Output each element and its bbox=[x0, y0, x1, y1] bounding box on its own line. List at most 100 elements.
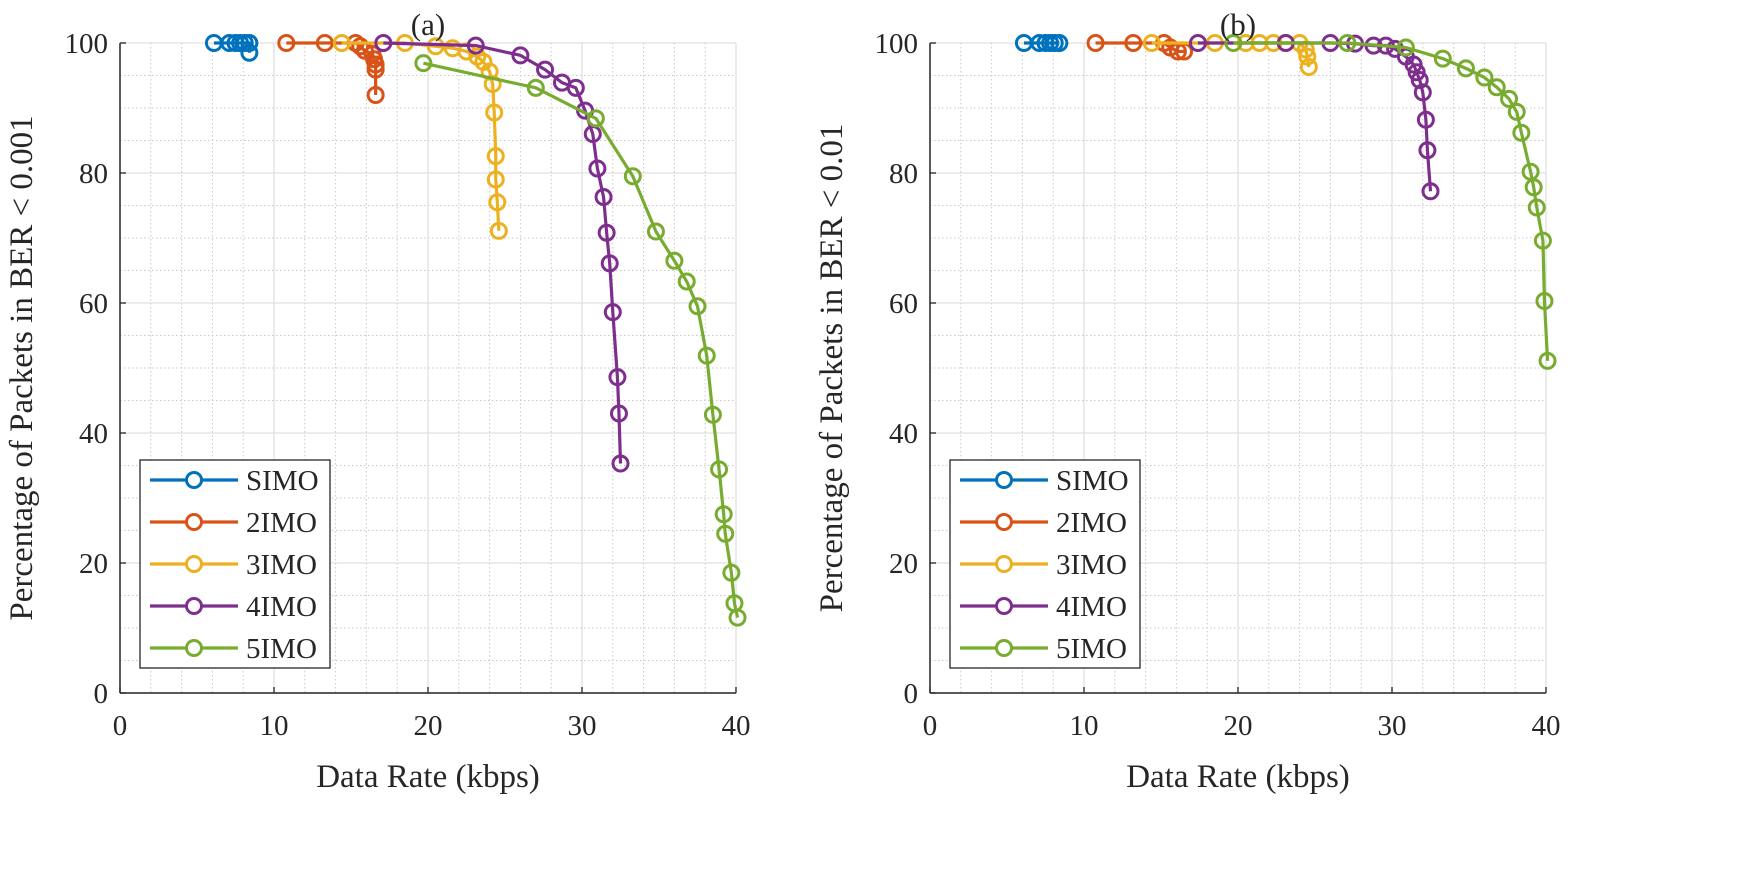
legend-label: 5IMO bbox=[246, 633, 317, 665]
data-point bbox=[511, 46, 530, 65]
x-axis-label: Data Rate (kbps) bbox=[1126, 759, 1350, 795]
data-point bbox=[1533, 231, 1552, 250]
x-tick-label: 0 bbox=[923, 710, 938, 742]
x-tick-label: 30 bbox=[568, 710, 597, 742]
data-point bbox=[277, 34, 296, 52]
legend-label: SIMO bbox=[1056, 465, 1129, 497]
legend-item: 2IMO bbox=[960, 507, 1127, 539]
legend-marker bbox=[995, 597, 1013, 615]
legend-label: SIMO bbox=[246, 465, 319, 497]
x-tick-label: 30 bbox=[1378, 710, 1407, 742]
data-point bbox=[1512, 123, 1531, 142]
legend-item: SIMO bbox=[960, 465, 1129, 497]
data-point bbox=[536, 60, 555, 79]
series-5IMO bbox=[414, 54, 747, 627]
y-tick-label: 20 bbox=[889, 548, 918, 580]
x-tick-label: 20 bbox=[414, 710, 443, 742]
data-point bbox=[566, 78, 585, 97]
data-point bbox=[1224, 34, 1243, 52]
data-point bbox=[1142, 34, 1161, 52]
legend: SIMO 2IMO 3IMO 4IMO 5IMO bbox=[949, 459, 1141, 669]
plot-a: 0 10 20 30 40 0 20 40 60 80 100 (a) Data Rate (kbps)… bbox=[4, 7, 751, 795]
data-point bbox=[646, 222, 665, 241]
data-point bbox=[586, 109, 605, 128]
series-line bbox=[341, 41, 501, 231]
x-axis-label: Data Rate (kbps) bbox=[316, 759, 540, 795]
data-point bbox=[1433, 49, 1452, 68]
legend-item: 5IMO bbox=[960, 633, 1127, 665]
legend-marker bbox=[995, 555, 1013, 573]
data-point bbox=[488, 193, 507, 212]
data-point bbox=[240, 34, 259, 52]
data-point bbox=[1188, 34, 1207, 52]
data-point bbox=[414, 54, 433, 73]
y-tick-label: 40 bbox=[889, 418, 918, 450]
data-point bbox=[1527, 198, 1546, 217]
data-point bbox=[703, 405, 722, 424]
y-tick-label: 60 bbox=[889, 288, 918, 320]
series-5IMO bbox=[1224, 34, 1557, 370]
x-tick-label: 20 bbox=[1224, 710, 1253, 742]
data-point bbox=[722, 563, 741, 582]
legend-marker bbox=[185, 555, 203, 573]
data-point bbox=[714, 505, 733, 524]
series-SIMO bbox=[204, 34, 259, 62]
legend-label: 3IMO bbox=[1056, 549, 1127, 581]
data-point bbox=[594, 188, 613, 207]
data-point bbox=[351, 37, 370, 56]
y-tick-label: 40 bbox=[79, 418, 108, 450]
legend-marker bbox=[995, 513, 1013, 531]
chart-title: (a) bbox=[411, 7, 445, 42]
y-tick-label: 80 bbox=[79, 158, 108, 190]
data-point bbox=[315, 34, 334, 52]
data-point bbox=[1086, 34, 1105, 52]
series-2IMO bbox=[277, 34, 385, 104]
legend-item: SIMO bbox=[150, 465, 319, 497]
y-tick-label: 0 bbox=[94, 678, 109, 710]
data-point bbox=[609, 404, 628, 423]
data-point bbox=[1500, 89, 1519, 108]
series-SIMO bbox=[1014, 34, 1069, 52]
legend-label: 4IMO bbox=[246, 591, 317, 623]
data-point bbox=[374, 34, 393, 52]
legend-marker bbox=[995, 471, 1013, 489]
legend: SIMO 2IMO 3IMO 4IMO 5IMO bbox=[139, 459, 331, 669]
data-point bbox=[486, 147, 505, 166]
data-point bbox=[1298, 47, 1317, 66]
data-point bbox=[1421, 182, 1440, 201]
plot-b: 0 10 20 30 40 0 20 40 60 80 100 (b) Data Rate (kbps)… bbox=[814, 7, 1561, 795]
data-point bbox=[1124, 34, 1143, 52]
x-tick-label: 0 bbox=[113, 710, 128, 742]
data-point bbox=[1507, 102, 1526, 121]
data-point bbox=[597, 223, 616, 242]
data-point bbox=[240, 43, 259, 62]
data-point bbox=[1524, 178, 1543, 197]
data-point bbox=[688, 297, 707, 316]
y-tick-label: 100 bbox=[65, 28, 109, 60]
legend-marker bbox=[185, 471, 203, 489]
data-point bbox=[623, 167, 642, 186]
legend-item: 4IMO bbox=[150, 591, 317, 623]
legend-label: 2IMO bbox=[246, 507, 317, 539]
chart-title: (b) bbox=[1220, 7, 1256, 42]
data-point bbox=[1418, 141, 1437, 160]
series-line bbox=[383, 41, 623, 464]
data-point bbox=[486, 170, 505, 189]
data-point bbox=[677, 272, 696, 291]
data-point bbox=[608, 368, 627, 387]
data-point bbox=[600, 254, 619, 273]
legend-marker bbox=[185, 639, 203, 657]
data-point bbox=[588, 159, 607, 178]
data-point bbox=[1413, 83, 1432, 102]
data-point bbox=[1410, 71, 1429, 90]
data-point bbox=[489, 221, 508, 240]
data-point bbox=[485, 103, 504, 122]
series-2IMO bbox=[1086, 34, 1194, 61]
data-point bbox=[1456, 59, 1475, 78]
y-tick-label: 80 bbox=[889, 158, 918, 190]
x-tick-label: 10 bbox=[1070, 710, 1099, 742]
data-point bbox=[1050, 34, 1069, 52]
y-tick-label: 0 bbox=[904, 678, 919, 710]
data-point bbox=[665, 251, 684, 270]
